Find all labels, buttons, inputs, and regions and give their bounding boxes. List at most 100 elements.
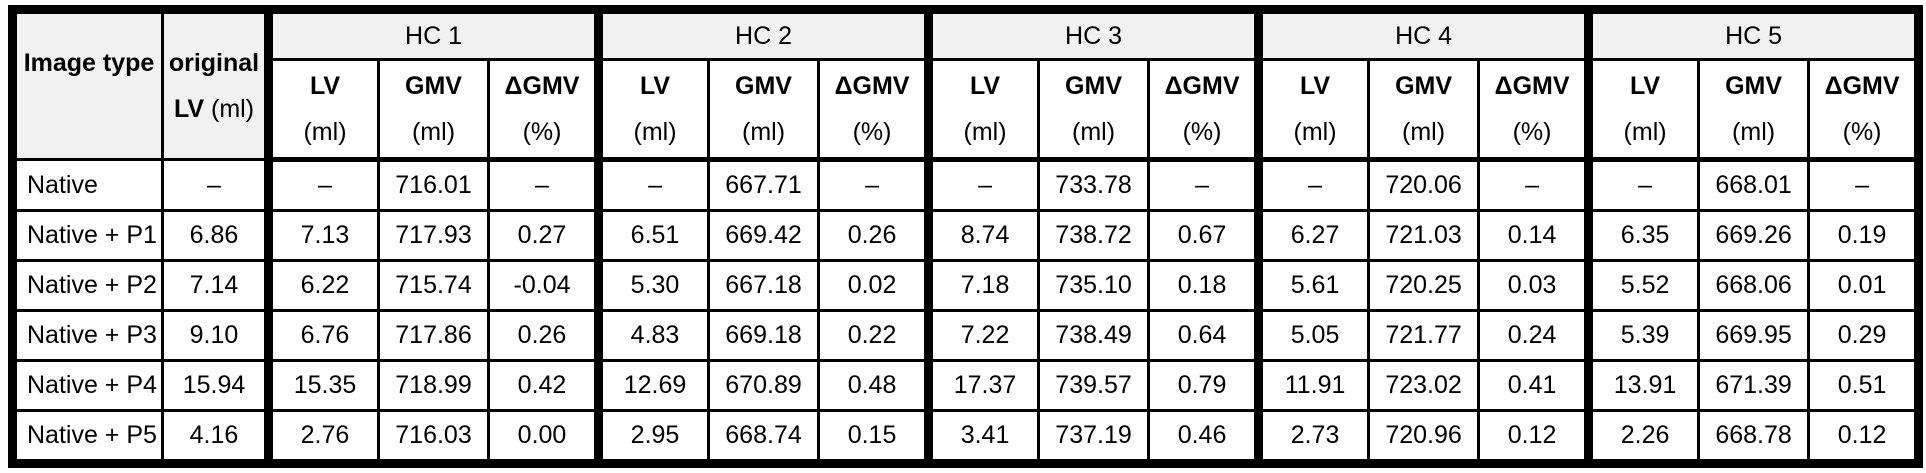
cell-original-lv: 7.14 bbox=[161, 259, 270, 312]
table-cell: 0.51 bbox=[1807, 359, 1921, 412]
table-cell: 716.01 bbox=[377, 158, 490, 212]
table-cell: 6.51 bbox=[594, 209, 711, 262]
cell-original-lv: – bbox=[161, 158, 270, 212]
table-row-native-p3: Native + P3 9.10 6.76 717.86 0.26 4.83 6… bbox=[11, 309, 1921, 362]
group-header-hc1: HC 1 bbox=[263, 8, 601, 61]
table-cell: – bbox=[817, 158, 931, 212]
table-cell: 670.89 bbox=[707, 359, 821, 412]
table-cell: – bbox=[594, 158, 711, 212]
subheader-gmv-hc1: GMV (ml) bbox=[377, 58, 490, 162]
subheader-lv-hc1: LV (ml) bbox=[264, 58, 380, 162]
subheader-dgmv-hc1: ΔGMV (%) bbox=[486, 58, 601, 162]
table-cell: – bbox=[486, 158, 601, 212]
table-cell: 6.35 bbox=[1584, 209, 1701, 262]
subheader-gmv-hc2: GMV (ml) bbox=[707, 58, 821, 162]
spacer bbox=[17, 86, 160, 132]
table-cell: – bbox=[1584, 158, 1701, 212]
table-cell: 2.73 bbox=[1254, 409, 1371, 465]
table-row-native-p1: Native + P1 6.86 7.13 717.93 0.27 6.51 6… bbox=[11, 209, 1921, 262]
table-cell: 12.69 bbox=[594, 359, 711, 412]
table-header: Image type original LV (ml) HC 1 HC 2 HC… bbox=[11, 8, 1921, 162]
table-cell: 720.96 bbox=[1367, 409, 1481, 465]
table-cell: 721.77 bbox=[1367, 309, 1481, 362]
sub-header-row: LV (ml) GMV (ml) ΔGMV (%) LV (ml) GMV (ml) ΔG… bbox=[13, 58, 1921, 162]
table-cell: 0.12 bbox=[1807, 409, 1921, 465]
table-cell: 0.01 bbox=[1807, 259, 1921, 312]
table-cell: 0.48 bbox=[817, 359, 931, 412]
table-cell: 0.29 bbox=[1807, 309, 1921, 362]
cell-original-lv: 6.86 bbox=[161, 209, 270, 262]
header-original-lv: original LV (ml) bbox=[161, 8, 270, 161]
group-header-hc5: HC 5 bbox=[1584, 8, 1921, 61]
subheader-gmv-hc5: GMV (ml) bbox=[1697, 58, 1811, 162]
table-cell: 0.02 bbox=[817, 259, 931, 312]
table-cell: 0.26 bbox=[486, 309, 601, 362]
table-cell: 669.26 bbox=[1697, 209, 1811, 262]
table-cell: 6.27 bbox=[1254, 209, 1371, 262]
table-cell: 735.10 bbox=[1037, 259, 1151, 312]
table-cell: 0.41 bbox=[1477, 359, 1591, 412]
table-cell: – bbox=[1807, 158, 1921, 212]
table-cell: 4.83 bbox=[594, 309, 711, 362]
cell-original-lv: 4.16 bbox=[161, 409, 270, 465]
group-header-hc3: HC 3 bbox=[924, 8, 1261, 61]
subheader-gmv-hc4: GMV (ml) bbox=[1367, 58, 1481, 162]
table-cell: 738.49 bbox=[1037, 309, 1151, 362]
table-cell: 0.19 bbox=[1807, 209, 1921, 262]
table-cell: 738.72 bbox=[1037, 209, 1151, 262]
row-label: Native bbox=[11, 158, 164, 212]
table-cell: 6.22 bbox=[264, 259, 380, 312]
table-cell: 7.13 bbox=[264, 209, 380, 262]
subheader-lv-hc3: LV (ml) bbox=[924, 58, 1041, 162]
table-cell: 671.39 bbox=[1697, 359, 1811, 412]
table-cell: 669.95 bbox=[1697, 309, 1811, 362]
table-cell: 11.91 bbox=[1254, 359, 1371, 412]
table-cell: – bbox=[264, 158, 380, 212]
table-cell: 668.78 bbox=[1697, 409, 1811, 465]
table-row-native-p4: Native + P4 15.94 15.35 718.99 0.42 12.6… bbox=[11, 359, 1921, 412]
subheader-lv-hc5: LV (ml) bbox=[1584, 58, 1701, 162]
table-cell: 667.71 bbox=[707, 158, 821, 212]
subheader-gmv-hc3: GMV (ml) bbox=[1037, 58, 1151, 162]
table-cell: – bbox=[924, 158, 1041, 212]
table-cell: 2.95 bbox=[594, 409, 711, 465]
table-cell: – bbox=[1147, 158, 1261, 212]
table-cell: 667.18 bbox=[707, 259, 821, 312]
table-row-native-p5: Native + P5 4.16 2.76 716.03 0.00 2.95 6… bbox=[11, 409, 1921, 465]
table-row-native: Native – – 716.01 – – 667.71 – – 733.78 … bbox=[11, 158, 1921, 212]
table-cell: 720.06 bbox=[1367, 158, 1481, 212]
table-cell: 739.57 bbox=[1037, 359, 1151, 412]
row-label: Native + P4 bbox=[11, 359, 164, 412]
table-cell: 0.22 bbox=[817, 309, 931, 362]
table-cell: 716.03 bbox=[377, 409, 490, 465]
cell-original-lv: 15.94 bbox=[161, 359, 270, 412]
table-cell: – bbox=[1477, 158, 1591, 212]
table-cell: 718.99 bbox=[377, 359, 490, 412]
subheader-lv-hc4: LV (ml) bbox=[1254, 58, 1371, 162]
table-cell: 5.61 bbox=[1254, 259, 1371, 312]
subheader-dgmv-hc5: ΔGMV (%) bbox=[1807, 58, 1921, 162]
subheader-dgmv-hc3: ΔGMV (%) bbox=[1147, 58, 1261, 162]
table-cell: 0.67 bbox=[1147, 209, 1261, 262]
table-row-native-p2: Native + P2 7.14 6.22 715.74 -0.04 5.30 … bbox=[11, 259, 1921, 312]
subheader-dgmv-hc4: ΔGMV (%) bbox=[1477, 58, 1591, 162]
original-label: original bbox=[168, 49, 260, 77]
table-cell: 0.42 bbox=[486, 359, 601, 412]
row-label: Native + P2 bbox=[11, 259, 164, 312]
corner-header-image-type: Image type bbox=[11, 8, 164, 161]
table-cell: 737.19 bbox=[1037, 409, 1151, 465]
table-cell: 0.03 bbox=[1477, 259, 1591, 312]
table-cell: – bbox=[1254, 158, 1371, 212]
table-cell: 6.76 bbox=[264, 309, 380, 362]
table-cell: 668.74 bbox=[707, 409, 821, 465]
table-cell: 720.25 bbox=[1367, 259, 1481, 312]
table-cell: 5.30 bbox=[594, 259, 711, 312]
group-header-hc4: HC 4 bbox=[1254, 8, 1591, 61]
table-cell: 13.91 bbox=[1584, 359, 1701, 412]
table-cell: 0.00 bbox=[486, 409, 601, 465]
table-cell: 721.03 bbox=[1367, 209, 1481, 262]
table-cell: 0.26 bbox=[817, 209, 931, 262]
table-cell: 0.46 bbox=[1147, 409, 1261, 465]
table-cell: 0.12 bbox=[1477, 409, 1591, 465]
